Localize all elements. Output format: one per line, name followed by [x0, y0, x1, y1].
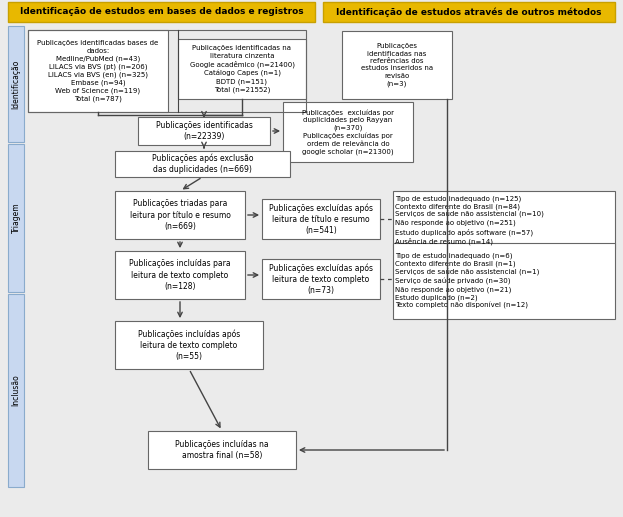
FancyBboxPatch shape: [115, 191, 245, 239]
Text: Publicações incluídas após
leitura de texto completo
(n=55): Publicações incluídas após leitura de te…: [138, 329, 240, 361]
Text: Inclusão: Inclusão: [11, 375, 21, 406]
FancyBboxPatch shape: [283, 102, 413, 162]
FancyBboxPatch shape: [393, 243, 615, 319]
Text: Publicações excluídas após
leitura de título e resumo
(n=541): Publicações excluídas após leitura de tí…: [269, 203, 373, 235]
FancyBboxPatch shape: [138, 117, 270, 145]
Text: Publicações identificadas bases de
dados:
Medline/PubMed (n=43)
LILACS via BVS (: Publicações identificadas bases de dados…: [37, 40, 159, 102]
Text: Triagem: Triagem: [11, 203, 21, 233]
FancyBboxPatch shape: [115, 251, 245, 299]
Text: Identificação: Identificação: [11, 59, 21, 109]
Text: Publicações
identificadas nas
referências dos
estudos inseridos na
revisão
(n=3): Publicações identificadas nas referência…: [361, 43, 433, 87]
FancyBboxPatch shape: [323, 2, 615, 22]
Text: Publicações incluídas para
leitura de texto completo
(n=128): Publicações incluídas para leitura de te…: [129, 260, 231, 291]
FancyBboxPatch shape: [8, 26, 24, 142]
Text: Identificação de estudos através de outros métodos: Identificação de estudos através de outr…: [336, 7, 602, 17]
FancyBboxPatch shape: [115, 151, 290, 177]
Text: Publicações excluídas após
leitura de texto completo
(n=73): Publicações excluídas após leitura de te…: [269, 263, 373, 295]
Text: Tipo de estudo inadequado (n=6)
Contexto diferente do Brasil (n=1)
Serviços de s: Tipo de estudo inadequado (n=6) Contexto…: [395, 253, 540, 309]
Text: Publicações triadas para
leitura por título e resumo
(n=669): Publicações triadas para leitura por tít…: [130, 200, 231, 231]
Text: Tipo de estudo inadequado (n=125)
Contexto diferente do Brasil (n=84)
Serviços d: Tipo de estudo inadequado (n=125) Contex…: [395, 195, 544, 245]
FancyBboxPatch shape: [8, 144, 24, 292]
Text: Publicações incluídas na
amostra final (n=58): Publicações incluídas na amostra final (…: [175, 440, 269, 460]
Text: Publicações após exclusão
das duplicidades (n=669): Publicações após exclusão das duplicidad…: [152, 154, 254, 174]
FancyBboxPatch shape: [342, 31, 452, 99]
FancyBboxPatch shape: [262, 259, 380, 299]
FancyBboxPatch shape: [262, 199, 380, 239]
FancyBboxPatch shape: [178, 39, 306, 99]
FancyBboxPatch shape: [148, 431, 296, 469]
FancyBboxPatch shape: [8, 2, 315, 22]
Text: Identificação de estudos em bases de dados e registros: Identificação de estudos em bases de dad…: [20, 8, 303, 17]
FancyBboxPatch shape: [115, 321, 263, 369]
Text: Publicações identificadas na
literatura cinzenta
Google acadêmico (n=21400)
Catá: Publicações identificadas na literatura …: [189, 45, 295, 93]
Text: Publicações identificadas
(n=22339): Publicações identificadas (n=22339): [156, 121, 252, 141]
FancyBboxPatch shape: [28, 30, 168, 112]
FancyBboxPatch shape: [8, 294, 24, 487]
Text: Publicações  excluídas por
duplicidades pelo Rayyan
(n=370)
Publicações excluída: Publicações excluídas por duplicidades p…: [302, 109, 394, 155]
FancyBboxPatch shape: [393, 191, 615, 249]
